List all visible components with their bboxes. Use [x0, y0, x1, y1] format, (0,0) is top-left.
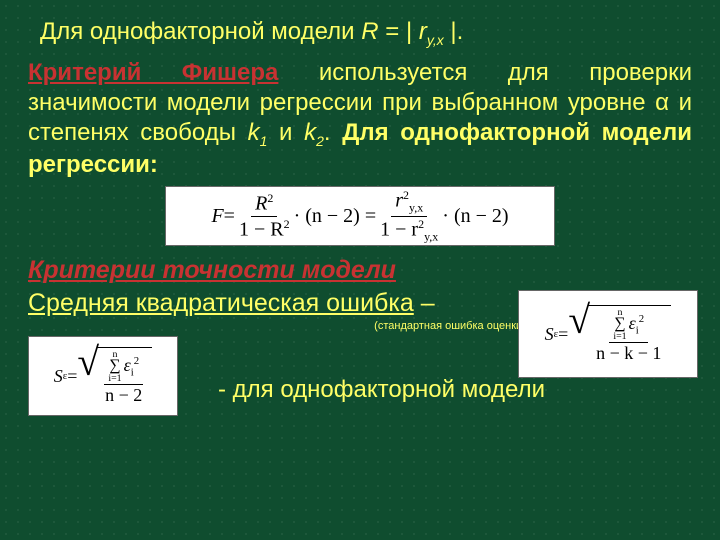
f2-i: i: [131, 366, 134, 378]
f1-frac2: r2y,x 1 − r2y,x: [376, 188, 442, 244]
k1: k: [248, 119, 260, 146]
eq-R: R: [361, 18, 378, 45]
f2-sqrt-sym: √: [77, 347, 99, 406]
fisher-paragraph: Критерий Фишера используется для проверк…: [28, 58, 692, 180]
mse-label: Средняя квадратическая ошибка: [28, 289, 414, 317]
f1-den2sub: y,x: [424, 229, 438, 243]
f3-eq: =: [558, 324, 568, 345]
eq-r: r: [419, 18, 427, 45]
f3-eps: ε: [629, 313, 636, 333]
f1-den1a: 1 − R: [239, 218, 284, 240]
f3-i: i: [636, 324, 639, 336]
f1-eq1: =: [224, 205, 235, 228]
and-text: и: [267, 119, 304, 146]
f3-sqrt-sym: √: [568, 305, 590, 364]
accuracy-heading: Критерии точности модели: [28, 256, 692, 285]
f2-sigma: ∑: [109, 359, 120, 373]
eq-end: |.: [444, 18, 464, 45]
f1-num2sub: y,x: [409, 201, 423, 215]
f2-sqrt: √ n∑i=1 εi2 n − 2: [77, 347, 152, 406]
f3-den: n − k − 1: [592, 343, 665, 364]
f2-eps: ε: [124, 355, 131, 375]
k2-sub: 2: [316, 133, 324, 149]
f2-eq: =: [67, 366, 77, 387]
f2-den: n − 2: [101, 385, 146, 406]
f1-num1: R: [255, 193, 267, 215]
f2-2: 2: [134, 355, 139, 367]
f3-2: 2: [639, 313, 644, 325]
single-factor-note: - для однофакторной модели: [218, 376, 545, 404]
intro-line: Для однофакторной модели R = | ry,x |.: [28, 18, 692, 48]
fisher-label: Критерий Фишера: [28, 59, 278, 86]
fisher-formula: F = R2 1 − R2 · (n − 2) = r2y,x 1 − r2y,…: [165, 186, 555, 246]
f1-tail: · (n − 2): [442, 205, 508, 228]
f1-den1sup: 2: [284, 217, 290, 231]
eq-sub: y,x: [427, 32, 444, 48]
intro-prefix: Для однофакторной модели: [40, 18, 361, 45]
formula-se-single: Sε = √ n∑i=1 εi2 n − 2: [28, 336, 178, 416]
f1-F: F: [211, 205, 223, 228]
dash: –: [414, 289, 435, 317]
f1-num2: r: [395, 190, 403, 212]
formula-se-multi: Sε = √ n∑i=1 εi2 n − k − 1: [518, 290, 698, 378]
f2-sumbot: i=1: [108, 374, 121, 384]
f1-den2a: 1 − r: [380, 218, 418, 240]
f2-S: S: [54, 366, 63, 387]
f3-sigma: ∑: [614, 317, 625, 331]
k2: k: [304, 119, 316, 146]
f3-S: S: [545, 324, 554, 345]
eq-mid: = |: [379, 18, 419, 45]
f1-frac1: R2 1 − R2: [235, 191, 294, 241]
f3-sqrt: √ n∑i=1 εi2 n − k − 1: [568, 305, 671, 364]
f1-sup1: 2: [267, 191, 273, 205]
f3-sumbot: i=1: [613, 332, 626, 342]
dot-text: .: [324, 119, 342, 146]
f1-mid: · (n − 2) =: [294, 205, 377, 228]
